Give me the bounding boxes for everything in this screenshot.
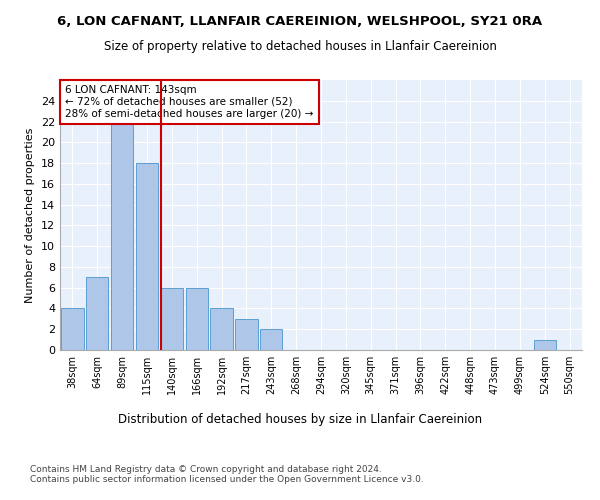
Bar xyxy=(185,288,208,350)
Bar xyxy=(136,163,158,350)
Text: Distribution of detached houses by size in Llanfair Caereinion: Distribution of detached houses by size … xyxy=(118,412,482,426)
Text: Size of property relative to detached houses in Llanfair Caereinion: Size of property relative to detached ho… xyxy=(104,40,496,53)
Bar xyxy=(211,308,233,350)
Bar xyxy=(260,329,283,350)
Text: 6 LON CAFNANT: 143sqm
← 72% of detached houses are smaller (52)
28% of semi-deta: 6 LON CAFNANT: 143sqm ← 72% of detached … xyxy=(65,86,314,118)
Text: 6, LON CAFNANT, LLANFAIR CAEREINION, WELSHPOOL, SY21 0RA: 6, LON CAFNANT, LLANFAIR CAEREINION, WEL… xyxy=(58,15,542,28)
Y-axis label: Number of detached properties: Number of detached properties xyxy=(25,128,35,302)
Bar xyxy=(235,319,257,350)
Bar xyxy=(86,278,109,350)
Bar xyxy=(533,340,556,350)
Bar xyxy=(61,308,83,350)
Bar xyxy=(161,288,183,350)
Bar xyxy=(111,122,133,350)
Text: Contains HM Land Registry data © Crown copyright and database right 2024.
Contai: Contains HM Land Registry data © Crown c… xyxy=(30,465,424,484)
